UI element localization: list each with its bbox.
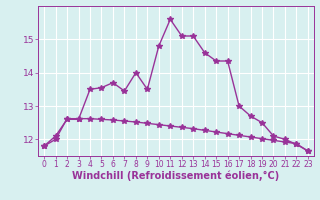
X-axis label: Windchill (Refroidissement éolien,°C): Windchill (Refroidissement éolien,°C) bbox=[72, 171, 280, 181]
